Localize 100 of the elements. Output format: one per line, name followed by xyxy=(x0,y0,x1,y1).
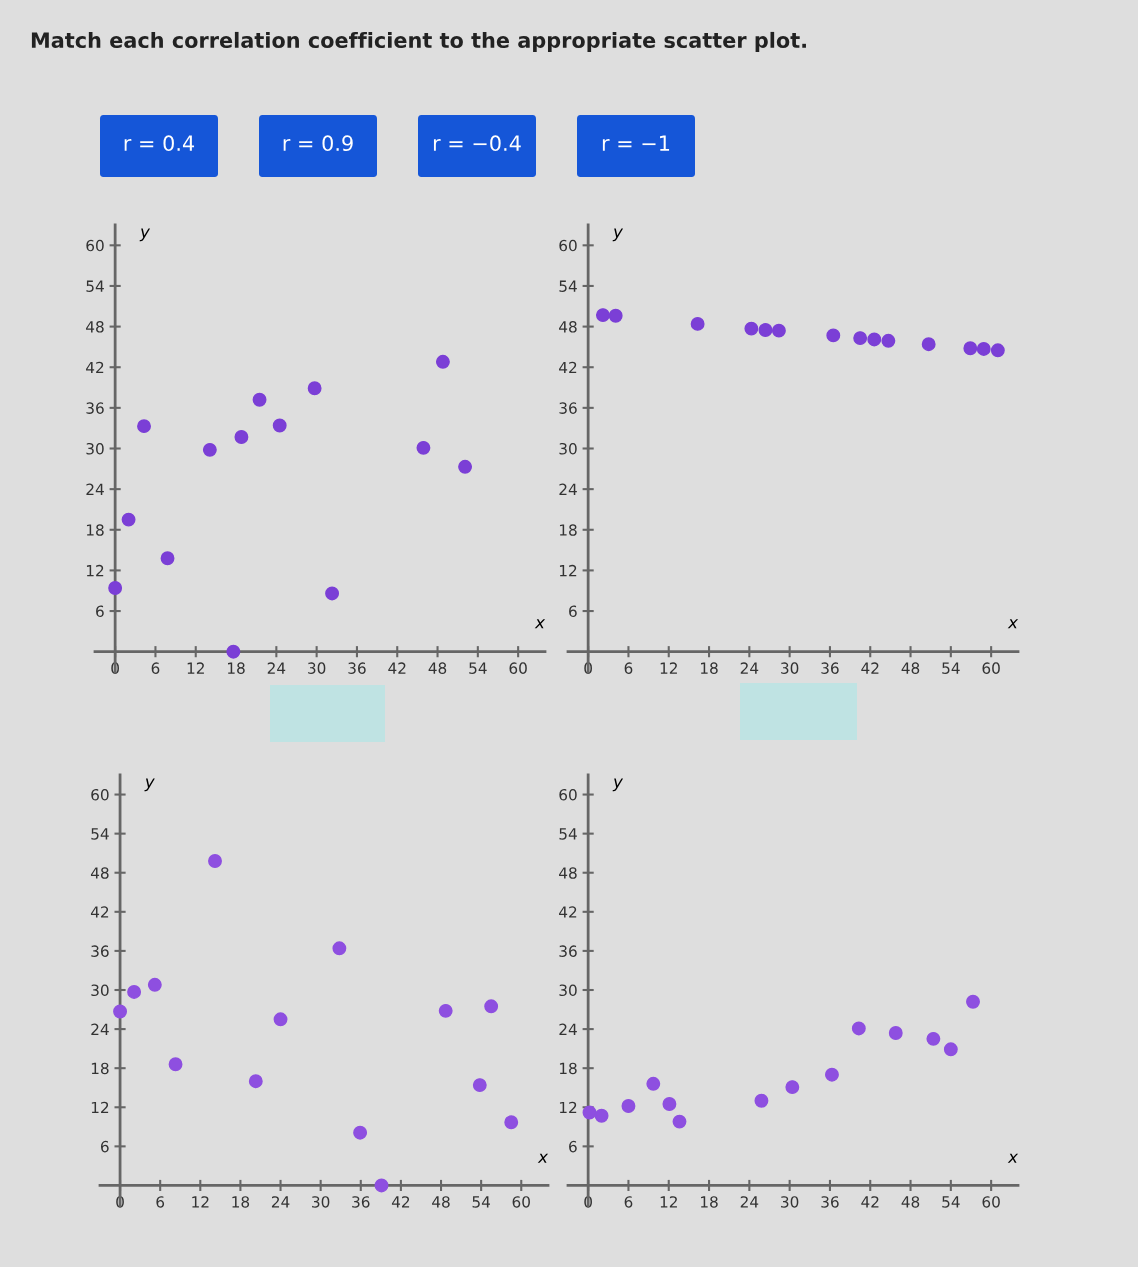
y-tick-label: 60 xyxy=(559,789,577,801)
x-tick-label: 36 xyxy=(348,662,366,674)
point xyxy=(608,308,623,323)
point xyxy=(853,331,868,346)
y-tick-label: 54 xyxy=(559,828,577,840)
point xyxy=(127,985,142,999)
x-tick-label: 54 xyxy=(942,1196,960,1208)
y-tick-label: 42 xyxy=(86,361,104,374)
text: r = 0.4 xyxy=(124,135,195,152)
y-tick-label: 30 xyxy=(559,442,577,455)
point xyxy=(272,418,287,433)
point xyxy=(226,644,241,659)
y-axis-title: y xyxy=(612,778,624,792)
point xyxy=(621,1099,636,1113)
x-tick-label: 36 xyxy=(352,1196,370,1208)
point xyxy=(758,323,773,337)
x-tick-label: 24 xyxy=(271,1196,290,1208)
point xyxy=(754,1093,769,1108)
y-tick-label: 60 xyxy=(86,239,104,252)
y-tick-label: 42 xyxy=(90,906,109,918)
point xyxy=(851,1021,866,1036)
x-tick-label: 36 xyxy=(821,662,839,674)
y-tick-label: 18 xyxy=(91,1062,109,1075)
y-axis-title: y xyxy=(612,228,624,242)
point xyxy=(867,332,882,347)
point xyxy=(113,1004,128,1019)
y-tick-label: 24 xyxy=(559,483,577,495)
point xyxy=(785,1080,800,1095)
point xyxy=(168,1057,183,1072)
x-axis-title: x xyxy=(1007,619,1019,629)
y-tick-label: 36 xyxy=(86,402,104,414)
point xyxy=(353,1125,368,1140)
y-tick-label: 54 xyxy=(559,280,577,292)
point xyxy=(234,430,249,444)
y-tick-label: 54 xyxy=(91,828,109,840)
point xyxy=(582,1105,597,1120)
point xyxy=(332,941,347,956)
x-tick-label: 18 xyxy=(228,662,245,674)
y-tick-label: 12 xyxy=(91,1101,109,1114)
x-tick-label: 6 xyxy=(151,662,160,674)
text: Match each correlation coefficient to the appropriate scatter plot. xyxy=(31,31,806,53)
point xyxy=(374,1178,389,1193)
point xyxy=(108,581,123,595)
point xyxy=(826,328,841,343)
x-tick-label: 6 xyxy=(624,1196,633,1208)
y-tick-label: 12 xyxy=(559,564,577,577)
point xyxy=(672,1114,687,1129)
point xyxy=(594,1108,609,1123)
point xyxy=(888,1026,903,1040)
point xyxy=(646,1076,661,1091)
y-tick-label: 60 xyxy=(559,239,577,252)
y-tick-label: 12 xyxy=(559,1101,577,1114)
point xyxy=(744,321,759,336)
point xyxy=(690,316,705,331)
point xyxy=(252,392,267,407)
text: r = −1 xyxy=(602,135,670,151)
x-tick-label: 30 xyxy=(308,662,326,674)
y-tick-label: 24 xyxy=(559,1023,577,1035)
y-tick-label: 36 xyxy=(559,402,577,414)
point xyxy=(504,1115,519,1130)
y-tick-label: 60 xyxy=(91,789,109,801)
point xyxy=(416,440,431,455)
point xyxy=(147,977,162,992)
y-tick-label: 6 xyxy=(96,605,104,618)
y-tick-label: 30 xyxy=(559,984,577,997)
y-tick-label: 48 xyxy=(90,867,109,879)
y-tick-label: 36 xyxy=(559,945,577,957)
y-tick-label: 30 xyxy=(91,984,109,997)
x-tick-label: 54 xyxy=(472,1196,490,1208)
x-tick-label: 48 xyxy=(428,662,447,674)
y-tick-label: 12 xyxy=(86,564,104,577)
point xyxy=(976,341,991,356)
point xyxy=(484,999,499,1014)
x-tick-label: 42 xyxy=(388,662,406,674)
y-axis-title: y xyxy=(144,778,155,792)
x-tick-label: 12 xyxy=(660,1196,677,1208)
y-tick-label: 18 xyxy=(559,1062,577,1075)
point xyxy=(943,1042,958,1057)
x-tick-label: 18 xyxy=(232,1196,250,1208)
point xyxy=(137,419,151,434)
x-tick-label: 6 xyxy=(624,662,633,674)
y-tick-label: 36 xyxy=(91,945,109,957)
y-tick-label: 30 xyxy=(86,442,104,455)
point xyxy=(307,381,322,396)
y-tick-label: 42 xyxy=(559,361,577,374)
x-tick-label: 24 xyxy=(740,1196,759,1208)
point xyxy=(121,512,136,527)
x-axis-title: x xyxy=(537,1153,549,1163)
point xyxy=(966,994,980,1009)
y-axis-title: y xyxy=(139,228,151,242)
point xyxy=(921,337,936,352)
x-tick-label: 36 xyxy=(821,1196,839,1208)
x-tick-label: 54 xyxy=(469,662,487,674)
x-tick-label: 42 xyxy=(861,662,879,674)
x-tick-label: 24 xyxy=(740,662,759,674)
x-tick-label: 12 xyxy=(187,662,204,674)
x-tick-label: 48 xyxy=(432,1196,450,1208)
y-tick-label: 24 xyxy=(86,483,104,495)
point xyxy=(990,343,1005,358)
y-tick-label: 18 xyxy=(559,524,577,536)
